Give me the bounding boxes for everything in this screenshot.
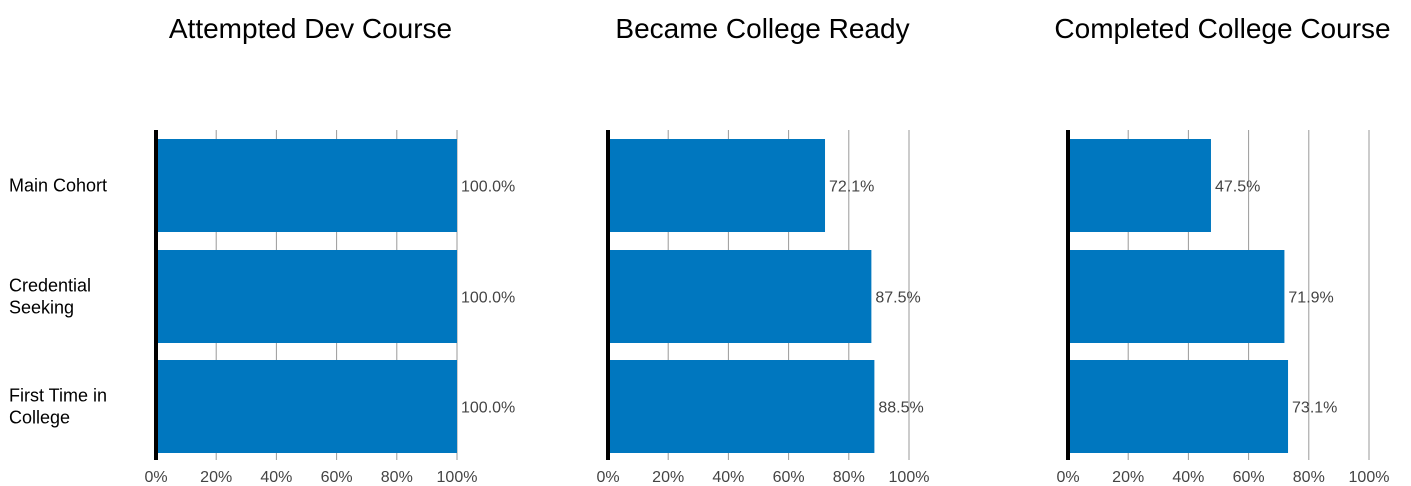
tick-label: 60% [321, 469, 353, 486]
category-label: Credential Seeking [9, 276, 91, 318]
tick-label: 40% [260, 469, 292, 486]
tick-label: 60% [773, 469, 805, 486]
data-label: 72.1% [829, 179, 874, 196]
tick-label: 20% [1112, 469, 1144, 486]
tick-label: 20% [200, 469, 232, 486]
tick-label: 100% [437, 469, 478, 486]
data-label: 73.1% [1292, 400, 1337, 417]
data-label: 100.0% [461, 290, 515, 307]
panel-title: Became College Ready [615, 13, 909, 44]
bar [1068, 360, 1289, 453]
data-label: 47.5% [1215, 179, 1260, 196]
tick-label: 40% [1172, 469, 1204, 486]
data-label: 71.9% [1288, 290, 1333, 307]
bar [1068, 139, 1211, 232]
bar [1068, 250, 1285, 343]
bar [156, 250, 457, 343]
panel-title: Completed College Course [1054, 13, 1390, 44]
tick-label: 80% [381, 469, 413, 486]
tick-label: 80% [1293, 469, 1325, 486]
data-label: 88.5% [878, 400, 923, 417]
tick-label: 100% [889, 469, 930, 486]
tick-label: 20% [652, 469, 684, 486]
tick-label: 0% [144, 469, 167, 486]
tick-label: 100% [1349, 469, 1390, 486]
bar [608, 250, 872, 343]
bar [156, 360, 457, 453]
tick-label: 0% [1056, 469, 1079, 486]
tick-label: 80% [833, 469, 865, 486]
bar [608, 139, 826, 232]
category-label: Main Cohort [9, 176, 107, 196]
category-label: First Time in College [9, 386, 107, 428]
bar [608, 360, 875, 453]
tick-label: 60% [1233, 469, 1265, 486]
data-label: 100.0% [461, 400, 515, 417]
tick-label: 0% [596, 469, 619, 486]
data-label: 100.0% [461, 179, 515, 196]
bar [156, 139, 457, 232]
panel-title: Attempted Dev Course [169, 13, 452, 44]
tick-label: 40% [712, 469, 744, 486]
data-label: 87.5% [875, 290, 920, 307]
